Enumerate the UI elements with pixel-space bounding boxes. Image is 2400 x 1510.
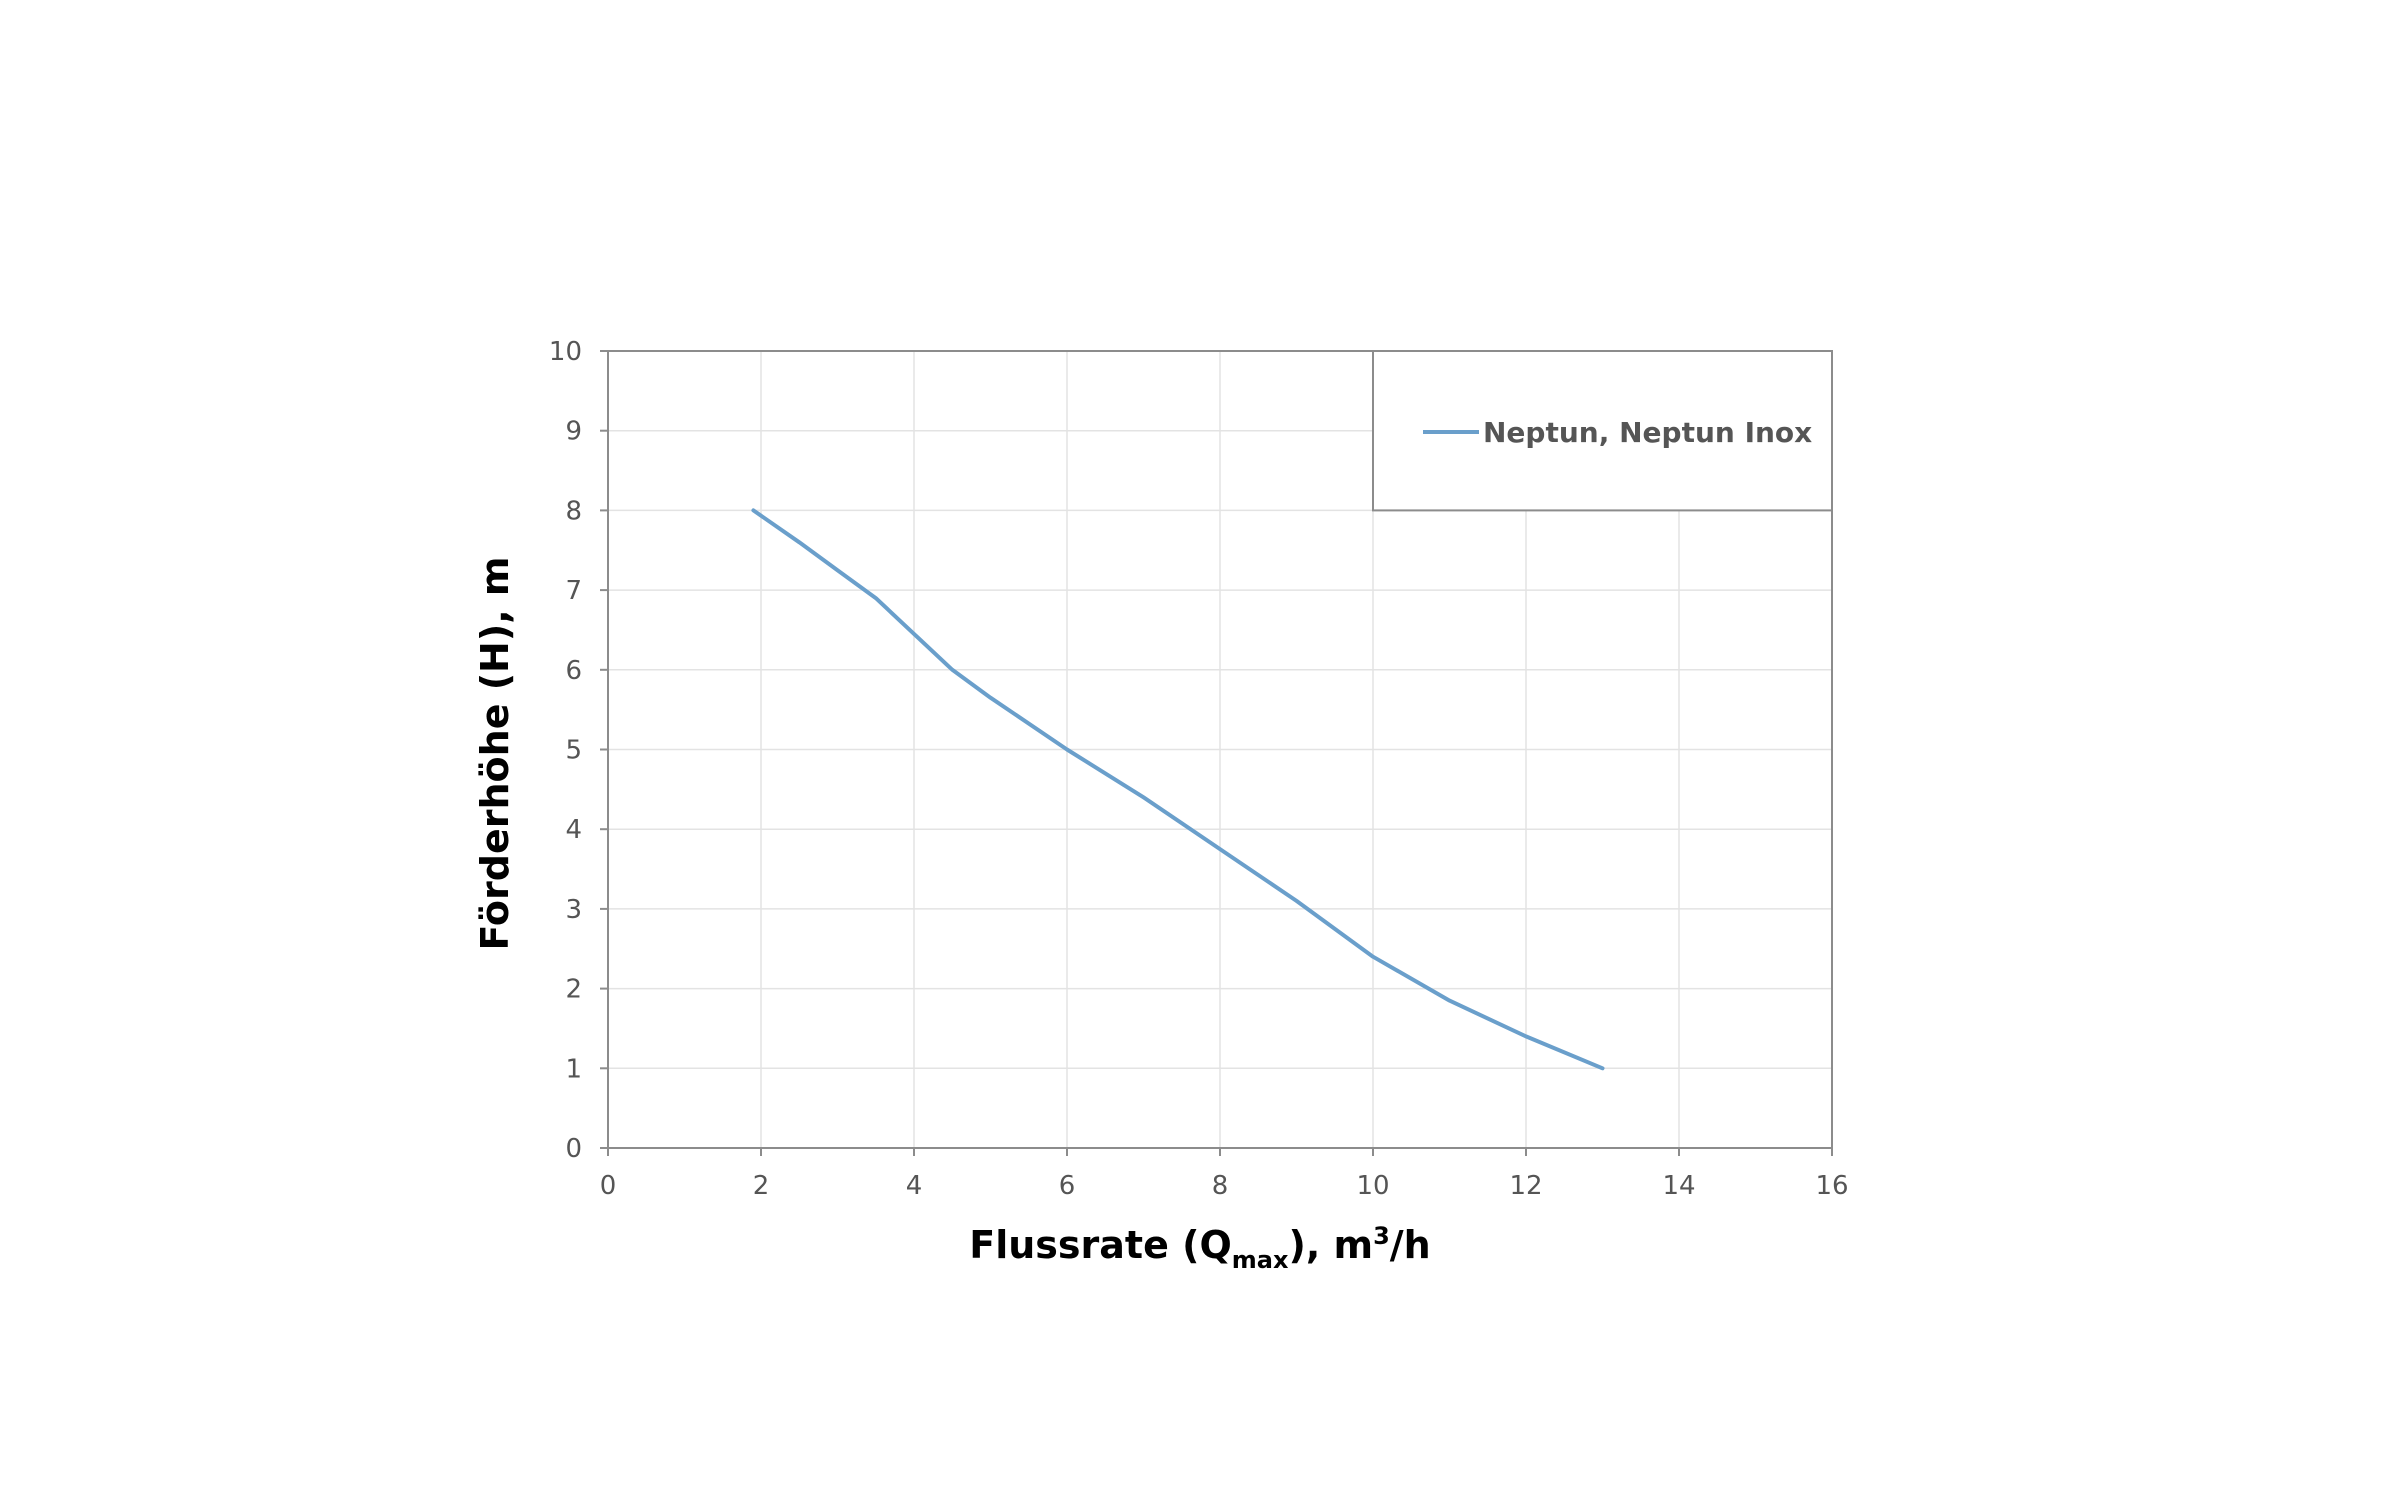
y-tick-label: 7	[565, 576, 582, 606]
x-tick-label: 16	[1815, 1171, 1848, 1201]
series-line-0	[751, 508, 1605, 1071]
y-tick-label: 8	[565, 496, 582, 526]
y-tick-label: 3	[565, 895, 582, 925]
y-tick-label: 2	[565, 975, 582, 1005]
x-tick-label: 8	[1212, 1171, 1229, 1201]
series-group	[751, 508, 1605, 1071]
x-axis-title-main: Flussrate (Q	[969, 1223, 1232, 1267]
x-axis-title-superscript: 3	[1373, 1222, 1390, 1250]
legend: Neptun, Neptun Inox	[1372, 350, 1833, 512]
y-tick-label: 5	[565, 736, 582, 766]
x-tick-label: 4	[906, 1171, 923, 1201]
x-axis-title-subscript: max	[1232, 1246, 1289, 1274]
y-tick-label: 6	[565, 656, 582, 686]
x-axis-title-after: ), m	[1288, 1223, 1373, 1267]
x-tick-label: 2	[753, 1171, 770, 1201]
x-tick-label: 12	[1509, 1171, 1542, 1201]
y-tick-label: 10	[549, 337, 582, 367]
y-axis-title: Förderhöhe (H), m	[473, 557, 517, 951]
y-tick-label: 4	[565, 815, 582, 845]
legend-label: Neptun, Neptun Inox	[1483, 416, 1812, 449]
y-tick-label: 9	[565, 417, 582, 447]
y-tick-label: 0	[565, 1134, 582, 1164]
x-tick-label: 10	[1356, 1171, 1389, 1201]
x-axis-title: Flussrate (Qmax), m3/h	[969, 1222, 1430, 1274]
x-tick-label: 0	[600, 1171, 617, 1201]
x-tick-label: 6	[1059, 1171, 1076, 1201]
x-axis-title-end: /h	[1390, 1223, 1431, 1267]
x-tick-label: 14	[1662, 1171, 1695, 1201]
grid-lines	[608, 351, 1832, 1148]
y-tick-label: 1	[565, 1054, 582, 1084]
